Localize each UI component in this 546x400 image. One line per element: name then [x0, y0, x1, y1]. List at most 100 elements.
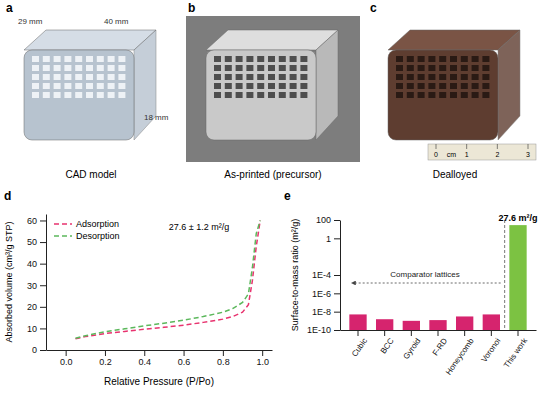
tick-mark — [334, 330, 340, 331]
lattice-hole — [97, 83, 104, 89]
tick-label: 1E-10 — [307, 325, 331, 335]
lattice-hole — [64, 65, 71, 71]
lattice-hole — [118, 83, 125, 89]
lattice-hole — [482, 74, 489, 80]
tick-label: Honeycomb — [444, 336, 476, 377]
lattice-hole — [97, 74, 104, 80]
lattice-hole — [257, 74, 264, 80]
lattice-hole — [54, 83, 61, 89]
lattice-hole — [75, 74, 82, 80]
tick-mark — [384, 330, 385, 336]
lattice-hole — [279, 83, 286, 89]
bar — [483, 314, 500, 330]
lattice-hole — [118, 74, 125, 80]
x-tick: Gyroid — [402, 330, 423, 361]
y-tick: 30 — [27, 281, 46, 291]
panel-label: e — [284, 189, 291, 203]
lattice-hole — [108, 65, 115, 71]
lattice-hole — [75, 56, 82, 62]
lattice-hole — [461, 74, 468, 80]
lattice-hole — [86, 65, 93, 71]
dimension-label: 29 mm — [18, 17, 43, 26]
tick-mark — [40, 264, 46, 265]
object-top — [206, 30, 338, 50]
tick-label: Gyroid — [402, 337, 423, 361]
lattice-hole — [257, 56, 264, 62]
lattice-hole — [257, 92, 264, 98]
plot-area — [349, 225, 526, 330]
lattice-hole — [428, 83, 435, 89]
lattice-hole — [268, 65, 275, 71]
tick-mark — [66, 350, 67, 356]
lattice-hole — [482, 65, 489, 71]
lattice-hole — [418, 83, 425, 89]
tick-mark — [105, 350, 106, 356]
bar — [509, 225, 526, 330]
lattice-hole — [32, 74, 39, 80]
y-tick: 1 — [326, 234, 340, 244]
lattice-hole — [407, 83, 414, 89]
tick-label: Voronoi — [480, 336, 503, 364]
lattice-hole — [246, 74, 253, 80]
lattice-hole — [32, 83, 39, 89]
panel-caption: CAD model — [65, 169, 116, 180]
lattice-hole — [300, 65, 307, 71]
bar — [403, 321, 420, 330]
lattice-hole — [396, 92, 403, 98]
lattice-hole — [214, 56, 221, 62]
tick-label: 20 — [27, 302, 37, 312]
lattice-hole — [472, 92, 479, 98]
lattice-hole — [290, 65, 297, 71]
lattice-hole — [300, 83, 307, 89]
lattice-hole — [450, 74, 457, 80]
y-axis-title: Absorbed volume (cm³/g STP) — [4, 221, 14, 342]
lattice-hole — [418, 65, 425, 71]
lattice-hole — [439, 92, 446, 98]
axis: 0102030405060 — [27, 215, 47, 356]
tick-mark — [464, 330, 465, 336]
lattice-hole — [482, 83, 489, 89]
lattice-hole — [290, 83, 297, 89]
lattice-hole — [225, 74, 232, 80]
y-tick: 20 — [27, 302, 46, 312]
object-side — [498, 30, 520, 140]
tick-mark — [358, 330, 359, 336]
lattice-hole — [64, 92, 71, 98]
lattice-hole — [214, 74, 221, 80]
ruler-tick — [466, 144, 467, 149]
dimension-label: 18 mm — [144, 113, 169, 122]
annotation: 27.6 ± 1.2 m²/g — [169, 222, 229, 232]
lattice-hole — [428, 56, 435, 62]
lattice-hole — [246, 83, 253, 89]
tick-label: 1.0 — [256, 357, 269, 367]
lattice-hole — [279, 92, 286, 98]
y-tick: 60 — [27, 216, 46, 226]
lattice-hole — [418, 74, 425, 80]
lattice-hole — [407, 74, 414, 80]
bar — [376, 319, 393, 330]
lattice-hole — [64, 74, 71, 80]
y-tick: 0 — [32, 345, 46, 355]
object-side — [134, 30, 156, 140]
y-tick: 1E-6 — [312, 289, 340, 299]
lattice-hole — [407, 65, 414, 71]
ruler-unit: cm — [447, 151, 457, 158]
x-tick: F-RD — [431, 330, 449, 357]
lattice-hole — [461, 83, 468, 89]
legend: AdsorptionDesorption — [54, 219, 120, 241]
y-tick: 100 — [316, 215, 340, 225]
lattice-hole — [236, 65, 243, 71]
separator — [504, 220, 505, 330]
tick-label: 0 — [32, 345, 37, 355]
tick-label: 1E-6 — [312, 289, 331, 299]
tick-label: This work — [502, 336, 530, 370]
lattice-hole — [268, 56, 275, 62]
tick-mark — [223, 350, 224, 356]
tick-label: 0.8 — [217, 357, 230, 367]
lattice-hole — [482, 56, 489, 62]
lattice-hole — [482, 92, 489, 98]
tick-label: 40 — [27, 259, 37, 269]
axis-line — [46, 215, 47, 351]
y-axis-title: Surface-to-mass ratio (m²/g) — [290, 219, 300, 332]
lattice-hole — [418, 92, 425, 98]
